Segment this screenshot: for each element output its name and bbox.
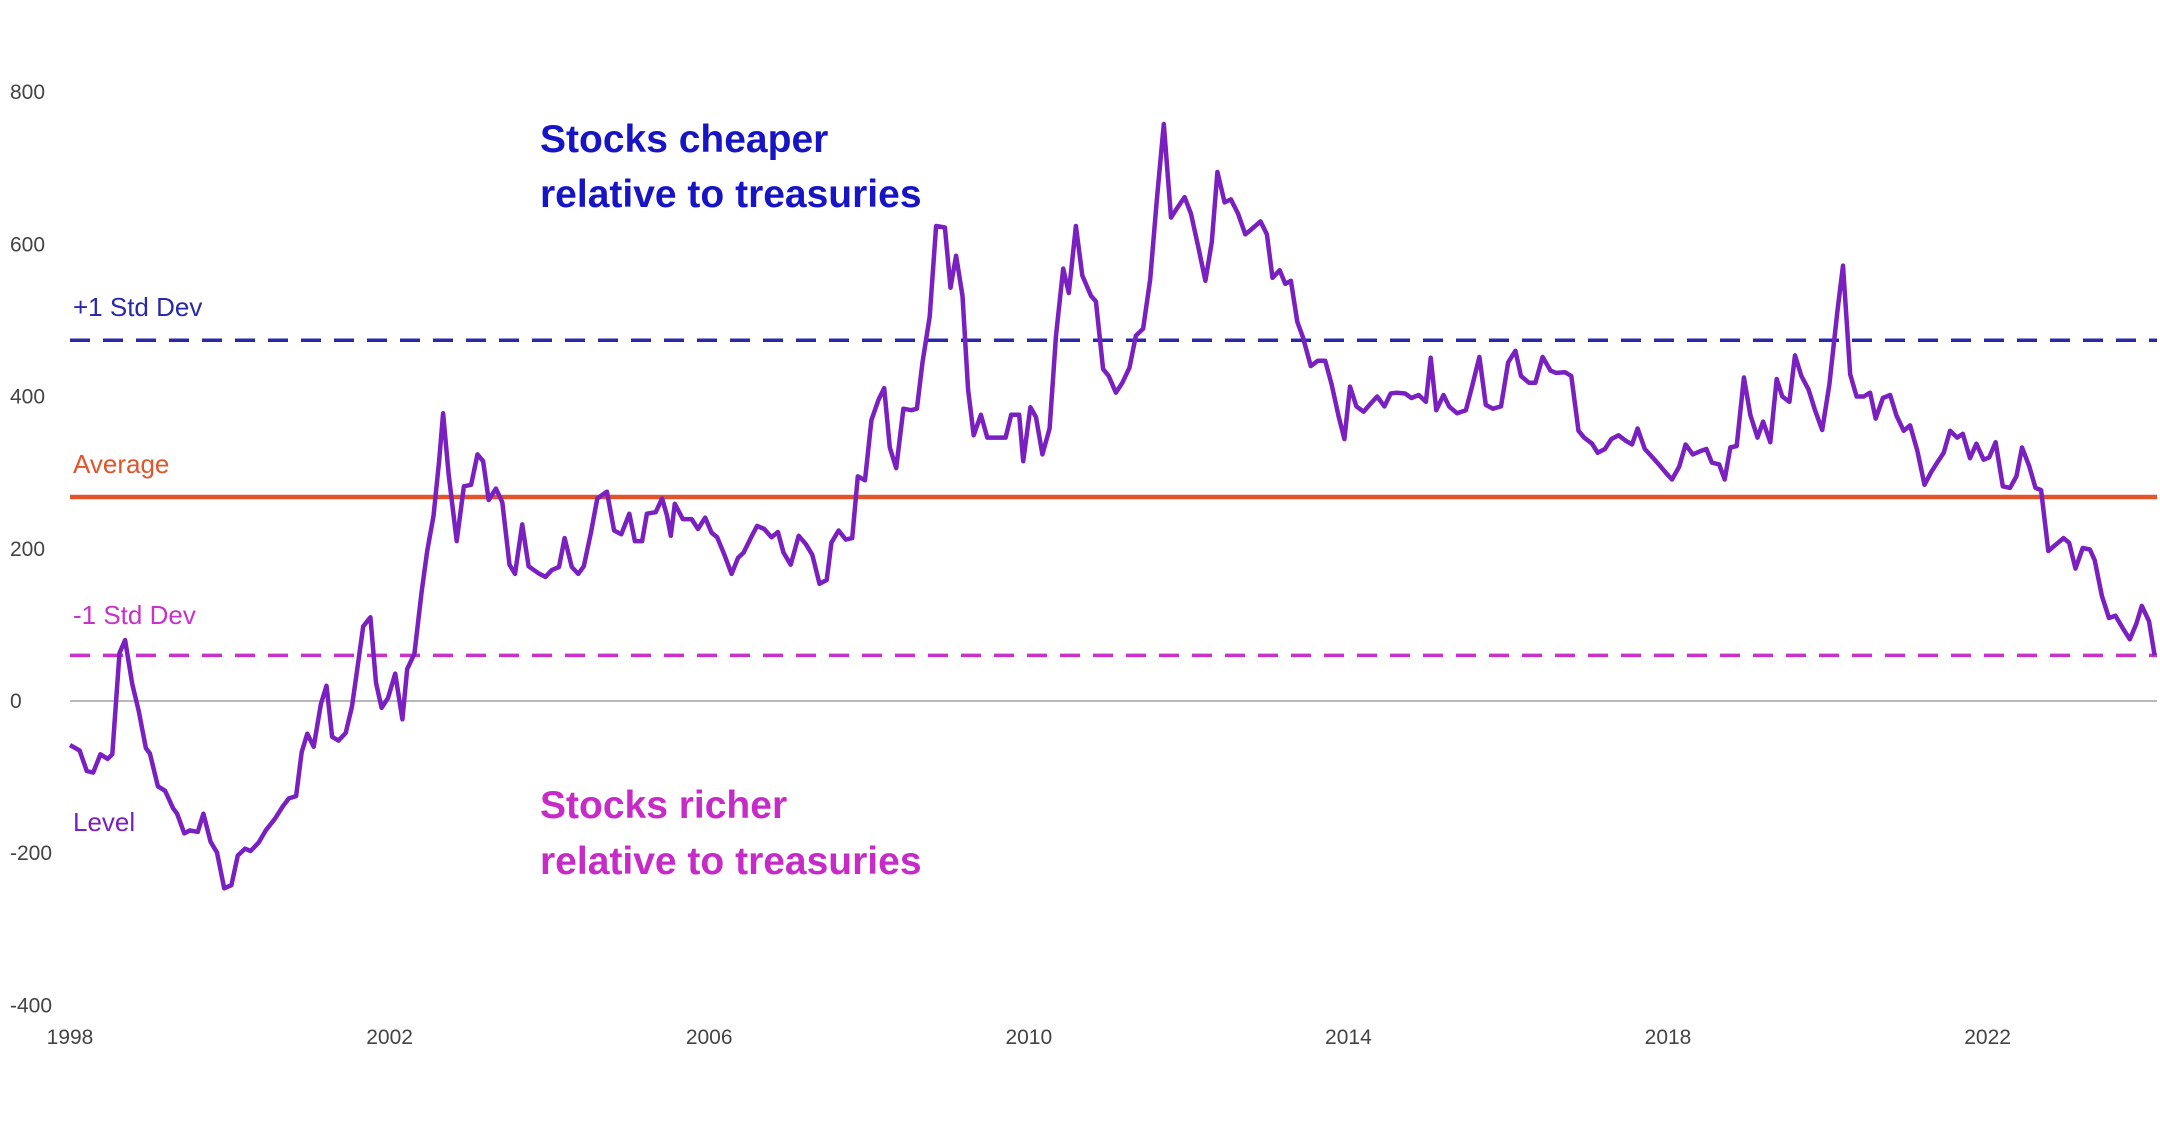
- x-tick-label: 2002: [366, 1026, 413, 1049]
- y-tick-label: 600: [10, 233, 45, 256]
- x-tick-label: 2014: [1325, 1026, 1372, 1049]
- minus-std-dev-label: -1 Std Dev: [73, 600, 196, 630]
- cheaper-annotation-line2: relative to treasuries: [540, 173, 922, 216]
- plus-std-dev-label: +1 Std Dev: [73, 292, 202, 322]
- cheaper-annotation-line1: Stocks cheaper: [540, 118, 828, 161]
- level-series-label: Level: [73, 807, 135, 837]
- x-tick-label: 2022: [1964, 1026, 2011, 1049]
- average-label: Average: [73, 449, 169, 479]
- series-points-level: [69, 123, 2155, 889]
- x-tick-label: 1998: [47, 1026, 94, 1049]
- x-axis-ticks: 1998 2002 2006 2010 2014 2018 2022: [47, 1026, 2011, 1049]
- x-tick-label: 2018: [1645, 1026, 1692, 1049]
- y-tick-label: 800: [10, 81, 45, 104]
- y-tick-label: 0: [10, 690, 22, 713]
- y-tick-label: 200: [10, 538, 45, 561]
- richer-annotation-line2: relative to treasuries: [540, 840, 922, 883]
- x-tick-label: 2006: [686, 1026, 733, 1049]
- y-tick-label: 400: [10, 386, 45, 409]
- y-axis-ticks: 800 600 400 200 0 -200 -400: [10, 81, 52, 1017]
- y-tick-label: -200: [10, 842, 52, 865]
- series-line-level: [68, 121, 2157, 891]
- richer-annotation-line1: Stocks richer: [540, 784, 787, 827]
- reference-lines: [70, 338, 2157, 658]
- y-tick-label: -400: [10, 994, 52, 1017]
- x-tick-label: 2010: [1005, 1026, 1052, 1049]
